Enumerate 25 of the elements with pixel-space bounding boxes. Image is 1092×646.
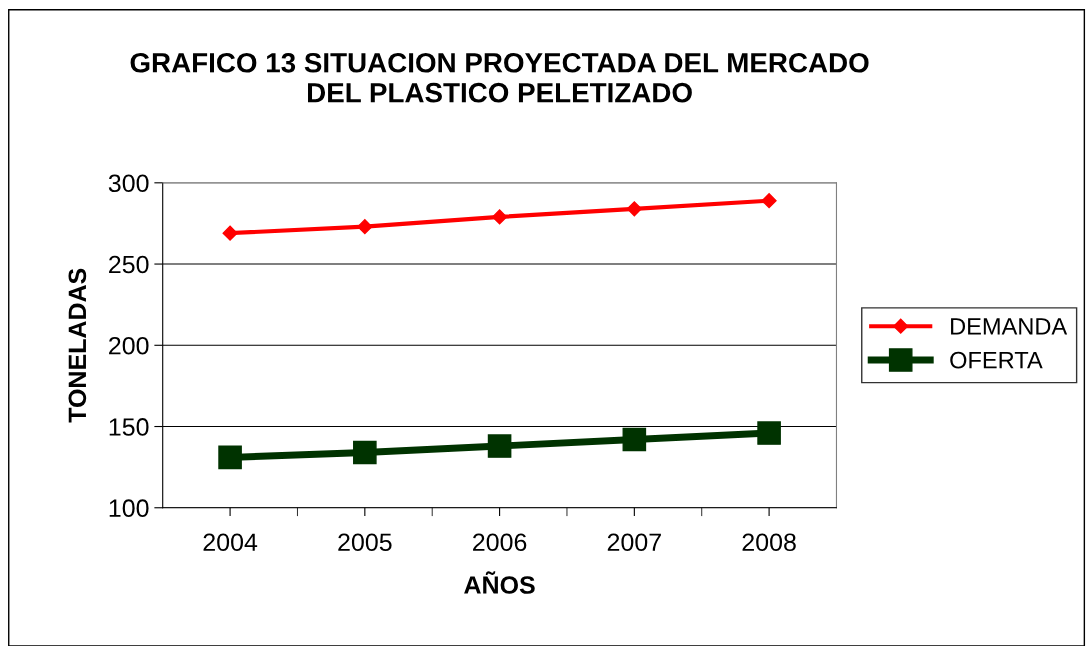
x-tick-label: 2007 [607, 533, 661, 552]
chart-title: GRAFICO 13 SITUACION PROYECTADA DEL MERCADO DEL PLASTICO PELETIZADO [130, 52, 869, 103]
y-tick-label: 300 [108, 174, 149, 193]
point [757, 421, 781, 445]
x-axis-title: AÑOS [464, 571, 535, 594]
y-tick-label: 200 [109, 336, 149, 355]
point [357, 219, 373, 235]
x-tick-label: 2008 [742, 533, 796, 552]
x-tick-label: 2004 [203, 533, 258, 552]
x-tick-label: 2005 [338, 533, 392, 552]
point [353, 440, 377, 465]
y-tick-label: 150 [109, 418, 149, 436]
legend-label: DEMANDA [951, 318, 1068, 335]
legend-label: OFERTA [950, 351, 1043, 369]
y-tick-label: 250 [109, 255, 149, 274]
x-tick-label: 2006 [473, 533, 527, 552]
point [626, 201, 642, 217]
y-tick-label: 100 [109, 499, 149, 518]
point [487, 434, 512, 458]
point [218, 445, 242, 470]
y-axis-title: TONELADAS [68, 268, 87, 423]
point [492, 209, 508, 225]
point [761, 193, 777, 209]
point [622, 427, 647, 452]
point [222, 225, 238, 241]
